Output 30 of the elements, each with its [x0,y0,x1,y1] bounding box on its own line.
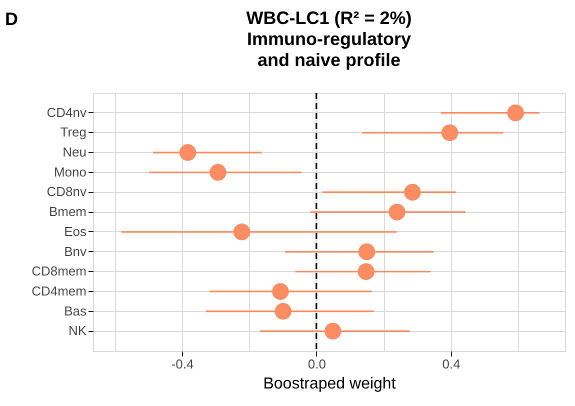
point [179,144,196,161]
y-tick-label: Mono [54,164,86,180]
point [441,124,458,142]
y-tick-label: CD4nv [46,104,87,120]
y-tick-label: Bmem [48,204,86,220]
x-tick-label: 0.0 [308,356,326,372]
point [358,243,376,260]
y-tick-label: Bnv [64,244,87,259]
y-tick-label: CD8nv [46,184,87,200]
point [358,263,374,280]
chart-title: WBC-LC1 (R² = 2%) Immuno-regulatory and naive profile [246,8,412,70]
y-tick-label: Bas [64,303,87,318]
point [233,224,250,240]
y-tick-label: CD4mem [32,283,86,298]
x-tick-label: -0.4 [171,356,194,372]
text: D [5,9,18,29]
point [274,302,292,320]
point [507,104,524,122]
y-tick-label: Treg [60,124,86,140]
y-tick-label: Neu [62,144,86,160]
point [388,204,406,220]
point [404,184,421,201]
x-tick-label: 0.4 [442,356,460,372]
point [324,322,342,340]
point [272,283,289,300]
y-tick-label: NK [68,323,87,338]
x-axis-title: Boostraped weight [263,376,396,392]
y-tick-label: Eos [64,224,87,239]
y-tick-label: CD8mem [32,264,86,279]
point [210,164,226,181]
